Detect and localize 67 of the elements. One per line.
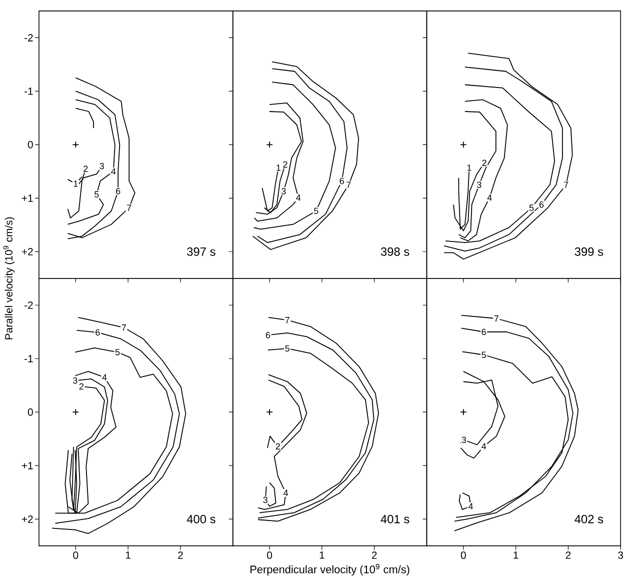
x-tick-label: 2	[178, 552, 183, 559]
x-tick-label: 0	[460, 552, 466, 560]
annotation: 5	[314, 208, 318, 214]
annotation: 1	[467, 164, 472, 171]
annotation: 7	[564, 182, 568, 188]
y-tick-label: +1	[22, 462, 33, 470]
annotation: 4	[482, 443, 486, 450]
annotation: 7	[122, 324, 126, 331]
y-tick-label: 0	[28, 141, 33, 149]
annotation: 3	[282, 188, 286, 195]
x-tick-label: 2	[372, 552, 377, 559]
y-tick-label: 0	[28, 408, 33, 416]
y-axis-title: Parallel velocity (10$^{9}$ cm/s)	[3, 218, 15, 340]
annotation: 7	[127, 204, 132, 212]
x-tick-label: 3	[618, 552, 624, 560]
x-tick-label: 1	[320, 552, 324, 559]
x-tick-label: 0	[267, 552, 272, 560]
annotation: 402 s	[574, 515, 604, 524]
annotation: 6	[482, 328, 486, 336]
annotation: 6	[96, 329, 100, 336]
x-tick-label: 2	[566, 552, 571, 559]
annotation: 7	[285, 317, 290, 324]
annotation: 2	[276, 443, 280, 450]
annotation: 6	[116, 188, 120, 195]
annotation: 3	[72, 378, 78, 384]
annotation: 5	[529, 204, 534, 212]
y-tick-label: -2	[24, 302, 33, 309]
y-tick-label: -1	[24, 88, 33, 95]
annotation: 6	[539, 202, 544, 208]
annotation: 2	[84, 166, 88, 172]
y-tick-label: +2	[22, 248, 33, 256]
x-tick-label: 0	[73, 552, 78, 560]
annotation: 3	[263, 496, 268, 504]
annotation: 4	[283, 490, 288, 496]
annotation: 4	[487, 194, 492, 201]
annotation: 400 s	[186, 515, 216, 524]
annotation: 401 s	[380, 515, 410, 524]
annotation: 4	[468, 503, 473, 510]
annotation: 7	[346, 182, 351, 188]
x-tick-label: 1	[514, 552, 518, 559]
annotation: 6	[266, 332, 270, 338]
annotation: 4	[296, 194, 301, 201]
annotation: 399 s	[574, 248, 604, 256]
y-tick-label: +1	[22, 194, 33, 202]
annotation: 5	[482, 352, 486, 358]
annotation: 3	[476, 182, 482, 188]
annotation: 1	[74, 180, 78, 187]
annotation: 398 s	[380, 248, 410, 256]
annotation: 7	[494, 316, 498, 322]
annotation: 6	[340, 178, 344, 184]
annotation: 2	[283, 162, 288, 168]
annotation: 5	[94, 191, 99, 198]
annotation: 3	[462, 436, 466, 444]
x-tick-label: 1	[126, 552, 130, 559]
annotation: 4	[111, 168, 116, 175]
annotation: 4	[102, 374, 107, 381]
annotation: 3	[100, 163, 104, 170]
annotation: 397 s	[187, 248, 216, 256]
y-tick-label: -1	[24, 355, 33, 362]
y-tick-label: +2	[22, 516, 33, 523]
annotation: 5	[285, 346, 290, 352]
annotation: 2	[79, 384, 84, 390]
x-axis-title: Perpendicular velocity (10$^{9}$ cm/s)	[250, 564, 410, 576]
y-tick-label: -2	[24, 34, 33, 42]
annotation: 2	[482, 160, 486, 166]
annotation: 1	[276, 164, 280, 171]
annotation: 5	[115, 349, 120, 356]
